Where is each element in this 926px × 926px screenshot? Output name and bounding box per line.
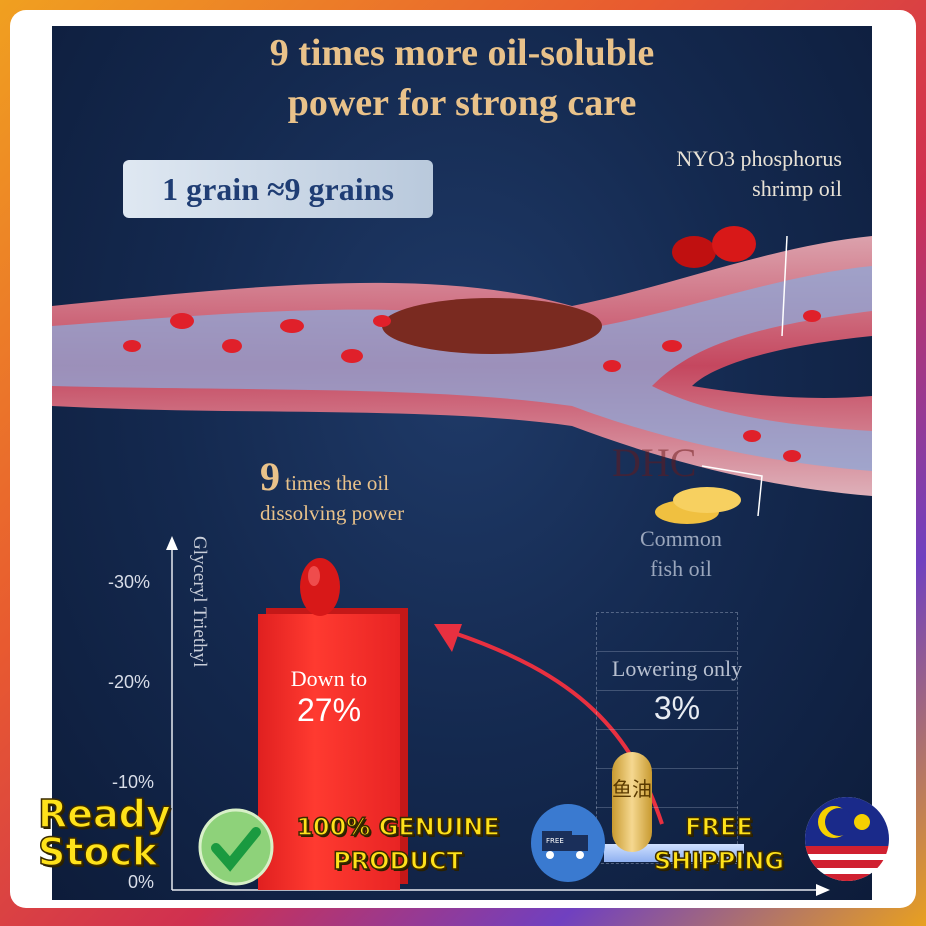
- bar-nyo3-value: 27%: [296, 692, 362, 728]
- stock-text: Stock: [37, 830, 158, 874]
- ready-text: Ready: [37, 792, 171, 836]
- watermark: DHC: [612, 440, 696, 485]
- genuine-line1: 100% GENUINE: [295, 812, 500, 842]
- check-icon: [198, 808, 274, 886]
- product-scene: 9 times more oil-soluble power for stron…: [52, 26, 872, 900]
- nine-times-caption: 9 times the oil dissolving power: [260, 457, 405, 528]
- truck-free-text: FREE: [546, 837, 564, 845]
- ytick-30: -30%: [108, 572, 151, 592]
- headline-line2: power for strong care: [287, 82, 637, 124]
- nine-line1: times the oil: [285, 471, 390, 495]
- bar-nyo3-label: Down to: [290, 666, 368, 691]
- blood-vessel-illustration: DHC: [52, 235, 872, 516]
- chart-axes: [166, 536, 830, 896]
- grain-comparison-box: 1 grain ≈9 grains: [123, 160, 433, 218]
- ready-stock-badge: Ready Stock: [37, 792, 171, 874]
- ytick-0: 0%: [128, 872, 155, 892]
- ytick-20: -20%: [108, 672, 151, 692]
- nyo3-label-line2: shrimp oil: [752, 176, 842, 201]
- genuine-badge: 100% GENUINE PRODUCT: [288, 810, 508, 878]
- blood-cells: [123, 310, 821, 462]
- genuine-line2: PRODUCT: [332, 846, 463, 876]
- bar-fish-label: Lowering only: [611, 656, 743, 681]
- free-line2: SHIPPING: [653, 846, 785, 876]
- fish-oil-label: Common fish oil: [640, 524, 722, 584]
- nyo3-label-line1: NYO3 phosphorus: [676, 146, 842, 171]
- free-shipping-badge: FREE SHIPPING: [644, 810, 794, 878]
- yellow-capsules-icon: [655, 487, 741, 524]
- fish-label-line2: fish oil: [650, 556, 712, 581]
- fish-oil-capsule: 鱼油: [612, 752, 652, 852]
- y-axis-label: Glyceryl Triethyl: [189, 536, 210, 668]
- headline: 9 times more oil-soluble power for stron…: [52, 28, 872, 128]
- free-line1: FREE: [684, 812, 753, 842]
- nine-line2: dissolving power: [260, 501, 405, 525]
- bar-fish-value: 3%: [653, 690, 701, 726]
- ytick-10: -10%: [112, 772, 155, 792]
- bar-nyo3: Down to 27%: [258, 614, 400, 890]
- nyo3-label: NYO3 phosphorus shrimp oil: [676, 144, 842, 204]
- red-capsule-icon: [300, 558, 340, 616]
- fish-label-line1: Common: [640, 526, 722, 551]
- arrow-head: [434, 624, 462, 652]
- red-capsules-icon: [672, 226, 756, 268]
- malaysia-flag-icon: [805, 797, 889, 881]
- truck-icon: FREE: [531, 804, 605, 882]
- headline-line1: 9 times more oil-soluble: [269, 32, 655, 74]
- nine-number: 9: [260, 454, 280, 499]
